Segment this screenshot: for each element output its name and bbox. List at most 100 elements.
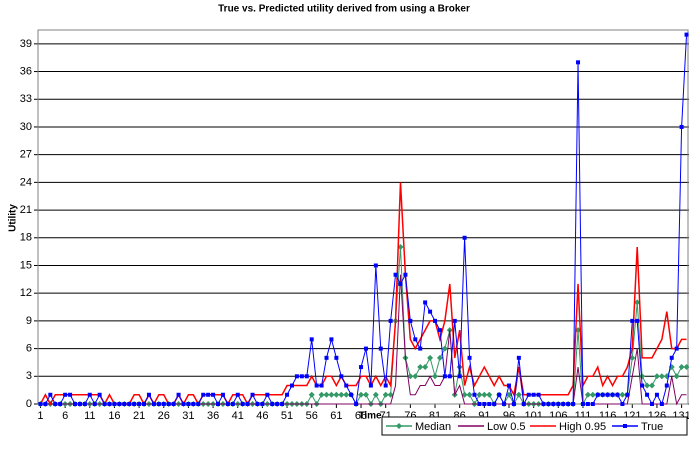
legend-label: High 0.95 bbox=[559, 421, 606, 433]
data-point bbox=[644, 382, 651, 389]
data-point bbox=[492, 402, 497, 406]
data-point bbox=[639, 373, 646, 380]
data-point bbox=[436, 354, 443, 361]
data-point bbox=[280, 402, 285, 406]
data-point bbox=[584, 391, 591, 398]
data-point bbox=[422, 364, 429, 371]
data-point bbox=[466, 391, 473, 398]
y-tick-label: 15 bbox=[20, 259, 32, 271]
x-tick-label: 46 bbox=[256, 410, 268, 422]
data-point bbox=[191, 402, 196, 406]
data-point bbox=[541, 402, 546, 406]
data-point bbox=[112, 402, 117, 406]
data-point bbox=[378, 346, 383, 351]
data-point bbox=[363, 346, 368, 351]
y-tick-label: 9 bbox=[26, 315, 32, 327]
data-point bbox=[654, 392, 659, 397]
data-point bbox=[255, 402, 260, 406]
data-point bbox=[580, 402, 585, 406]
data-point bbox=[383, 383, 388, 388]
data-point bbox=[343, 391, 350, 398]
series-line bbox=[40, 246, 687, 406]
data-point bbox=[461, 391, 468, 398]
legend-label: Median bbox=[415, 421, 451, 433]
data-point bbox=[566, 402, 571, 406]
data-point bbox=[329, 337, 334, 342]
data-point bbox=[497, 392, 502, 397]
data-point bbox=[467, 355, 472, 360]
data-point bbox=[151, 402, 156, 406]
data-point bbox=[309, 337, 314, 342]
x-tick-label: 66 bbox=[355, 410, 367, 422]
data-point bbox=[368, 383, 373, 388]
data-point bbox=[515, 391, 522, 398]
data-point bbox=[620, 402, 625, 406]
x-tick-label: 16 bbox=[108, 410, 120, 422]
data-point bbox=[122, 402, 127, 406]
data-point bbox=[142, 402, 147, 406]
data-point bbox=[388, 318, 393, 323]
data-point bbox=[319, 383, 324, 388]
data-point bbox=[673, 373, 680, 380]
data-point bbox=[304, 374, 309, 379]
y-tick-label: 30 bbox=[20, 121, 32, 133]
data-point bbox=[373, 263, 378, 268]
data-point bbox=[437, 328, 442, 333]
series-line bbox=[40, 274, 687, 406]
data-point bbox=[92, 402, 97, 406]
data-point bbox=[511, 402, 516, 406]
data-point bbox=[358, 391, 365, 398]
data-point bbox=[285, 392, 290, 397]
data-point bbox=[684, 32, 689, 37]
data-point bbox=[339, 374, 344, 379]
data-point bbox=[585, 402, 590, 406]
data-point bbox=[245, 402, 250, 406]
data-point bbox=[349, 392, 354, 397]
data-point bbox=[432, 373, 439, 380]
data-point bbox=[658, 373, 665, 380]
data-point bbox=[412, 373, 419, 380]
data-point bbox=[48, 392, 53, 397]
data-point bbox=[216, 402, 221, 406]
y-tick-label: 33 bbox=[20, 93, 32, 105]
data-point bbox=[206, 392, 211, 397]
data-point bbox=[561, 402, 566, 406]
data-point bbox=[634, 299, 641, 306]
data-point bbox=[678, 364, 685, 371]
data-point bbox=[338, 391, 345, 398]
data-point bbox=[418, 346, 423, 351]
data-point bbox=[38, 402, 43, 406]
x-tick-label: 41 bbox=[232, 410, 244, 422]
data-point bbox=[413, 337, 418, 342]
x-tick-label: 26 bbox=[158, 410, 170, 422]
data-point bbox=[521, 402, 526, 406]
data-point bbox=[486, 391, 493, 398]
data-point bbox=[354, 402, 359, 406]
data-point bbox=[137, 402, 142, 406]
data-point bbox=[181, 402, 186, 406]
data-point bbox=[505, 391, 512, 398]
x-tick-label: 31 bbox=[182, 410, 194, 422]
data-point bbox=[299, 374, 304, 379]
x-axis-label: Time bbox=[358, 411, 382, 422]
legend-label: True bbox=[641, 421, 663, 433]
data-point bbox=[166, 402, 171, 406]
data-point bbox=[362, 391, 369, 398]
data-point bbox=[398, 281, 403, 286]
data-point bbox=[97, 392, 102, 397]
data-point bbox=[476, 391, 483, 398]
data-point bbox=[201, 392, 206, 397]
x-tick-label: 6 bbox=[62, 410, 68, 422]
chart-title: True vs. Predicted utility derived from … bbox=[218, 4, 470, 15]
x-tick-label: 21 bbox=[133, 410, 145, 422]
data-point bbox=[679, 124, 684, 129]
data-point bbox=[82, 402, 87, 406]
data-point bbox=[318, 391, 325, 398]
data-point bbox=[600, 392, 605, 397]
data-point bbox=[196, 402, 201, 406]
data-point bbox=[43, 402, 48, 406]
y-tick-label: 39 bbox=[20, 38, 32, 50]
data-point bbox=[102, 402, 107, 406]
data-point bbox=[649, 382, 656, 389]
